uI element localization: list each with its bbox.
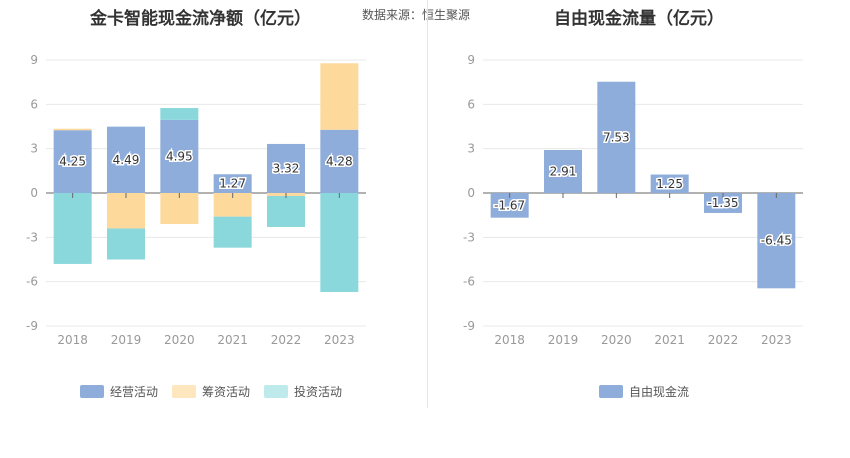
right-x-tick-label: 2023 [761,333,792,347]
left-legend-item[interactable]: 筹资活动 [172,383,250,400]
left-data-label: 1.27 [219,177,246,191]
left-bar [213,193,252,217]
left-bar [267,143,305,193]
left-chart-title: 金卡智能现金流净额（亿元） [90,9,311,29]
left-legend: 经营活动 筹资活动 投资活动 [80,383,356,400]
right-bar [757,193,796,289]
right-legend-swatch [599,385,623,398]
right-y-tick-label: 9 [467,53,475,67]
panel-divider [427,0,428,408]
left-y-tick-label: 3 [30,142,38,156]
right-legend-item[interactable]: 自由现金流 [599,383,689,400]
left-data-label: 4.49 [113,153,140,167]
left-legend-label: 投资活动 [294,385,343,399]
left-legend-swatch [264,385,289,398]
left-y-tick-label: 0 [30,186,38,200]
right-bar [597,81,636,193]
left-x-tick-label: 2022 [271,333,302,347]
left-data-label: 4.25 [59,155,86,169]
left-y-tick-label: 6 [30,97,38,111]
left-chart: 9 6 3 0 -3 -6 -9 2018 2019 2020 2021 2022 2023 4.25 4.… [26,53,366,347]
right-chart: 9 6 3 0 -3 -6 -9 2018 2019 2020 2021 2022 2023 -1.67 2… [463,53,803,347]
left-x-tick-label: 2023 [324,333,355,347]
right-y-tick-label: 0 [467,186,475,200]
right-y-tick-label: -3 [463,230,475,244]
right-x-tick-label: 2022 [708,333,739,347]
right-y-tick-label: 6 [467,97,475,111]
right-data-label: 7.53 [603,130,630,144]
right-data-label: 1.25 [656,177,683,191]
left-bar [267,195,305,227]
left-bar [107,126,145,193]
left-y-tick-label: -3 [26,230,38,244]
right-x-tick-label: 2019 [548,333,579,347]
left-bar [53,128,92,131]
right-y-tick-label: -6 [463,275,475,289]
right-y-tick-label: 3 [467,142,475,156]
right-data-label: 2.91 [550,164,577,178]
right-data-label: -6.45 [761,234,792,248]
left-bar [160,193,199,225]
source-text: 数据来源：恒生聚源 [362,8,471,22]
right-x-tick-label: 2021 [654,333,685,347]
left-y-tick-label: 9 [30,53,38,67]
left-bar [320,129,359,193]
right-data-label: -1.67 [494,198,525,212]
right-chart-title: 自由现金流量（亿元） [554,9,724,29]
right-bar [544,149,582,193]
left-legend-label: 筹资活动 [202,385,251,399]
left-y-tick-label: -6 [26,275,38,289]
left-x-tick-label: 2019 [111,333,142,347]
left-bar [107,228,145,260]
left-x-tick-label: 2018 [57,333,88,347]
left-data-label: 3.32 [273,161,300,175]
left-bar [213,216,252,248]
left-bar [160,119,199,193]
left-legend-swatch [80,385,104,398]
left-data-label: 4.95 [166,149,193,163]
left-bar [320,63,359,130]
right-data-label: -1.35 [707,196,738,210]
left-legend-item[interactable]: 投资活动 [264,383,342,400]
left-x-tick-label: 2021 [217,333,248,347]
right-legend: 自由现金流 [599,383,703,400]
right-bar [650,174,689,193]
left-legend-label: 经营活动 [110,385,159,399]
right-bar [704,193,742,213]
left-x-tick-label: 2020 [164,333,195,347]
left-bar [160,108,199,120]
right-legend-label: 自由现金流 [629,385,690,399]
left-data-label: 4.28 [326,154,353,168]
left-bar [320,193,359,293]
left-bar [53,193,92,264]
left-bar [53,130,92,193]
left-bar [213,174,252,193]
left-legend-swatch [172,385,197,398]
right-x-tick-label: 2020 [601,333,632,347]
left-y-tick-label: -9 [26,319,38,333]
right-y-tick-label: -9 [463,319,475,333]
left-legend-item[interactable]: 经营活动 [80,383,158,400]
right-x-tick-label: 2018 [494,333,525,347]
left-bar [107,193,145,229]
